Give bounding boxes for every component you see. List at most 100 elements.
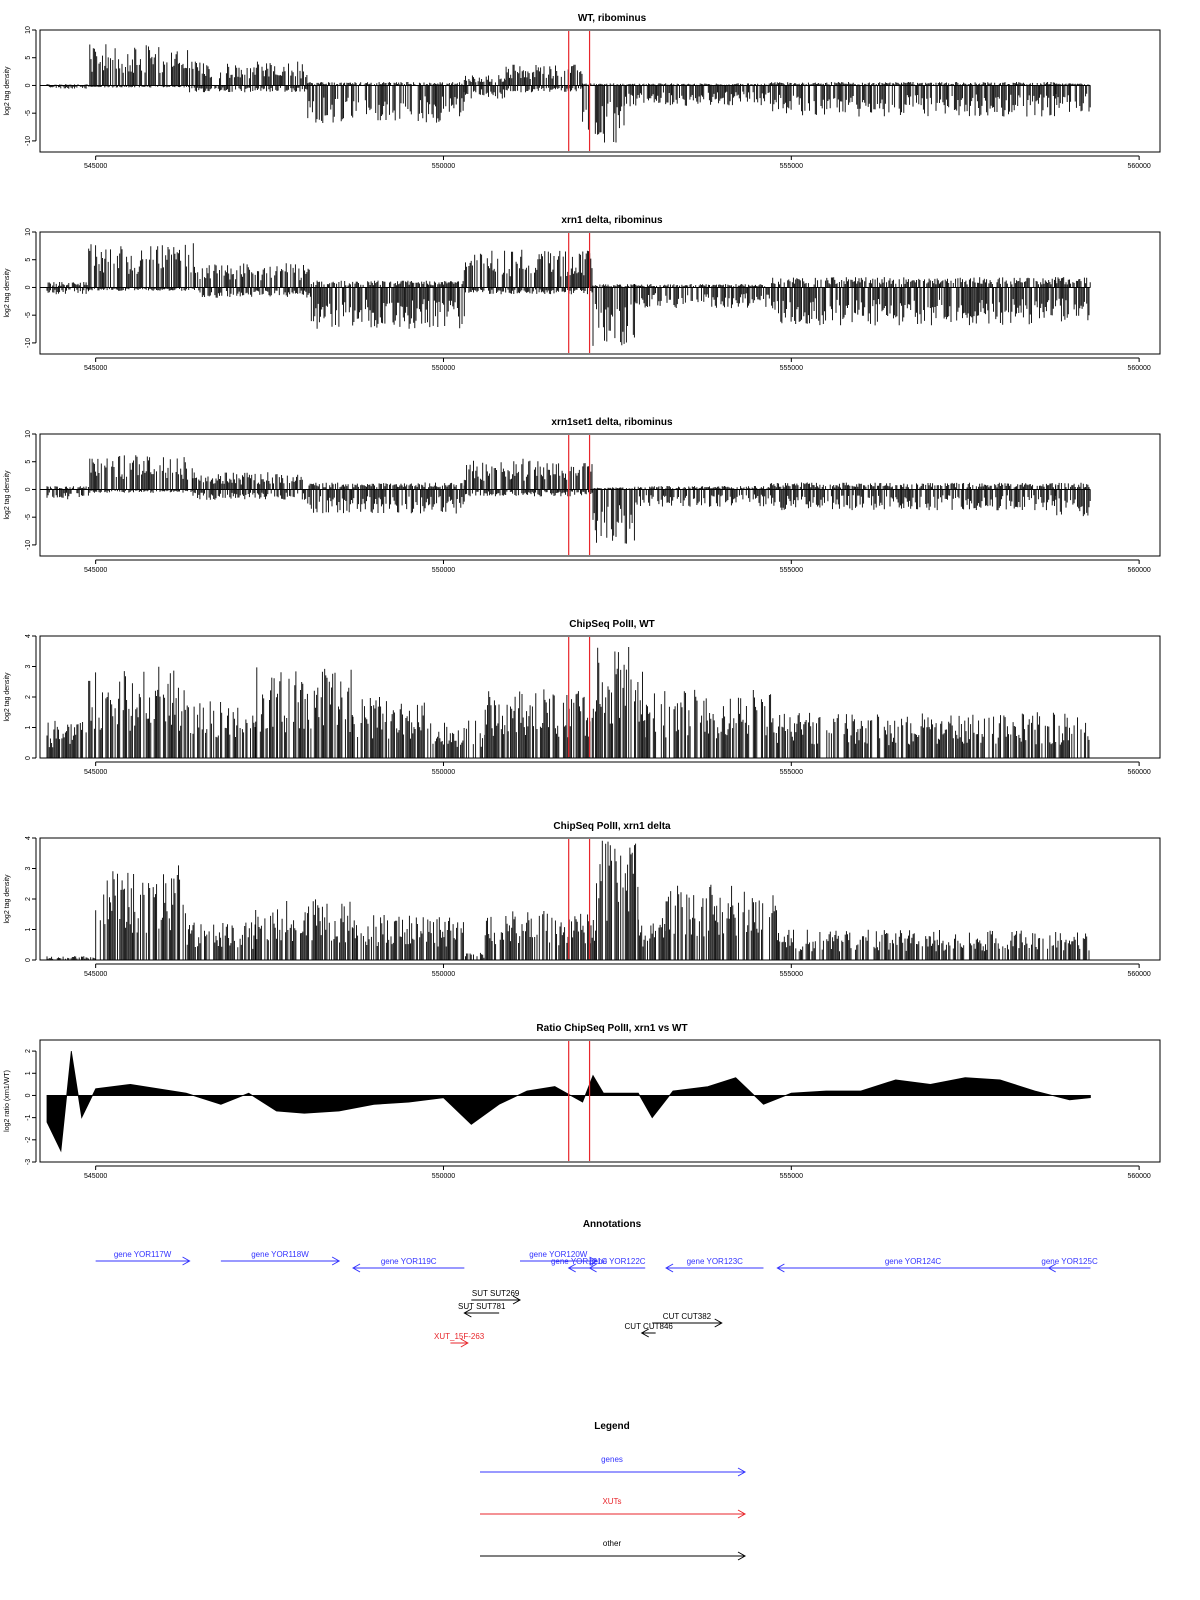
signal-segment — [582, 83, 625, 143]
x-tick-label: 555000 — [780, 1173, 803, 1180]
chart-title: ChipSeq PolII, WT — [569, 619, 655, 630]
signal-segment — [634, 284, 770, 309]
legend-label: XUTs — [602, 1497, 621, 1506]
signal-segment — [665, 884, 777, 960]
signal-segment — [769, 82, 1057, 117]
y-tick-label: -10 — [25, 136, 32, 146]
signal-segment — [189, 61, 308, 93]
x-tick-label: 560000 — [1127, 769, 1150, 776]
feature-arrowhead — [776, 1263, 785, 1273]
y-tick-label: 10 — [25, 430, 32, 438]
signal-segment — [46, 282, 89, 295]
signal-bars — [255, 667, 353, 758]
signal-segment — [88, 666, 186, 758]
signal-bars — [582, 83, 625, 143]
y-tick-label: 3 — [25, 664, 32, 668]
feature-arrowhead — [460, 1338, 469, 1348]
feature-arrowhead — [665, 1263, 674, 1273]
signal-bars — [596, 647, 646, 758]
signal-segment — [89, 455, 193, 493]
y-tick-label: 3 — [25, 866, 32, 870]
feature-label: gene YOR123C — [687, 1257, 744, 1266]
signal-bars — [634, 284, 770, 309]
signal-bars — [307, 82, 465, 123]
feature-label: XUT_15F-263 — [434, 1332, 485, 1341]
signal-segment — [95, 865, 186, 960]
signal-bars — [592, 284, 635, 346]
signal-bars — [192, 472, 307, 500]
annotation-feature: gene YOR124C — [776, 1257, 1049, 1273]
y-tick-label: -1 — [25, 1114, 32, 1120]
x-tick-label: 555000 — [780, 971, 803, 978]
x-tick-label: 545000 — [84, 365, 107, 372]
signal-bars — [771, 277, 1057, 326]
y-tick-label: 0 — [25, 1093, 32, 1097]
signal-bars — [197, 263, 311, 298]
x-tick-label: 545000 — [84, 163, 107, 170]
feature-label: gene YOR117W — [114, 1250, 172, 1259]
signal-bars — [484, 689, 597, 758]
signal-segment — [769, 482, 1057, 511]
signal-segment — [484, 689, 597, 758]
signal-bars — [1055, 482, 1091, 517]
signal-segment — [186, 701, 256, 758]
x-tick-label: 545000 — [84, 1173, 107, 1180]
signal-segment — [505, 64, 583, 93]
plot-frame — [39, 29, 1161, 153]
signal-segment — [46, 84, 89, 89]
feature-arrowhead — [352, 1263, 361, 1273]
annotation-feature: SUT SUT781 — [458, 1302, 506, 1318]
signal-bars — [88, 243, 197, 291]
y-axis-label: log2 tag density — [4, 470, 11, 520]
y-tick-label: 0 — [25, 83, 32, 87]
signal-bars — [310, 280, 465, 329]
annotation-feature: gene YOR122C — [588, 1257, 646, 1273]
y-axis-label: log2 ratio (xrn1/WT) — [4, 1070, 11, 1132]
chart-title: WT, ribominus — [578, 13, 647, 24]
x-tick-label: 555000 — [780, 365, 803, 372]
signal-segment — [352, 697, 429, 758]
signal-bars — [1055, 277, 1091, 322]
x-tick-label: 550000 — [432, 769, 455, 776]
signal-bars — [1055, 83, 1091, 112]
ratio-area — [46, 1051, 1091, 1153]
x-tick-label: 550000 — [432, 971, 455, 978]
y-tick-label: 0 — [25, 756, 32, 760]
feature-arrowhead — [463, 1308, 472, 1318]
annotation-feature: gene YOR118W — [220, 1250, 341, 1266]
chart-panel: WT, ribominus 10 5 0 -5 -10 log2 tag density 54… — [4, 13, 1161, 170]
signal-segment — [1055, 83, 1091, 112]
signal-segment — [463, 458, 593, 497]
signal-segment — [623, 83, 771, 107]
chart-title: Ratio ChipSeq PolII, xrn1 vs WT — [536, 1023, 687, 1034]
x-tick-label: 555000 — [780, 163, 803, 170]
annotation-feature: XUT_15F-263 — [434, 1332, 485, 1348]
feature-arrowhead — [1047, 1263, 1056, 1273]
y-tick-label: 0 — [25, 958, 32, 962]
signal-segment — [307, 482, 465, 514]
signal-bars — [352, 915, 464, 960]
annotation-feature: gene YOR123C — [665, 1257, 764, 1273]
signal-segment — [89, 44, 190, 88]
y-tick-label: 4 — [25, 836, 32, 840]
feature-label: CUT CUT846 — [625, 1322, 674, 1331]
signal-segment — [771, 277, 1057, 326]
signal-bars — [88, 666, 186, 758]
signal-segment — [644, 689, 777, 758]
x-tick-label: 555000 — [780, 769, 803, 776]
signal-segment — [430, 720, 486, 758]
signal-bars — [665, 884, 777, 960]
x-tick-label: 550000 — [432, 1173, 455, 1180]
signal-bars — [776, 929, 1090, 960]
y-tick-label: 5 — [25, 258, 32, 262]
feature-label: SUT SUT781 — [458, 1302, 506, 1311]
chart-panel: ChipSeq PolII, WT 4 3 2 1 0 log2 tag density 54… — [4, 619, 1161, 776]
signal-segment — [46, 720, 87, 758]
x-tick-label: 545000 — [84, 567, 107, 574]
legend-item: genes — [480, 1455, 747, 1477]
signal-bars — [307, 482, 465, 514]
signal-segment — [592, 487, 635, 544]
signal-segment — [88, 243, 197, 291]
signal-bars — [186, 922, 256, 960]
y-tick-label: 2 — [25, 1049, 32, 1053]
